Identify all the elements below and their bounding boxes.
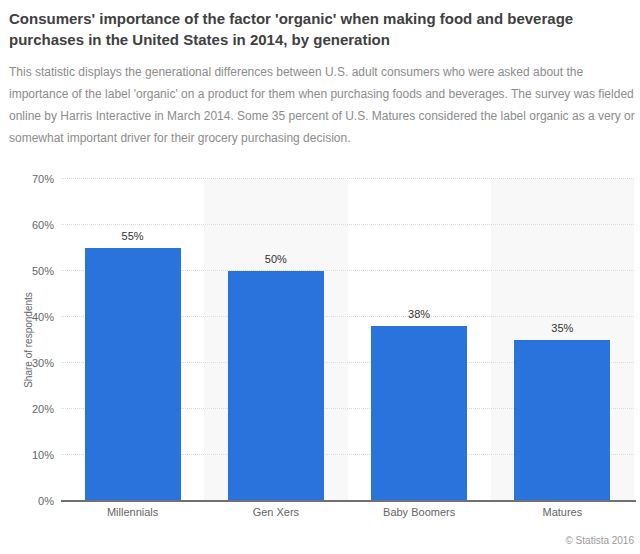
y-axis-tick-label: 0%	[38, 495, 54, 507]
y-axis-labels: 0%10%20%30%40%50%60%70%	[0, 179, 54, 501]
bar-millennials[interactable]	[85, 248, 181, 501]
y-axis-tick-label: 40%	[32, 311, 54, 323]
bar-value-label: 55%	[122, 230, 144, 242]
bar-matures[interactable]	[514, 340, 610, 501]
plot-area: 55% 50% 38% 35%	[61, 179, 634, 501]
page-title: Consumers' importance of the factor 'org…	[9, 8, 601, 50]
bar-value-label: 38%	[408, 308, 430, 320]
bar-gen-xers[interactable]	[228, 271, 324, 501]
bar-chart: Share of respondents 0%10%20%30%40%50%60…	[0, 165, 640, 554]
gridline	[61, 178, 634, 179]
y-axis-tick-label: 70%	[32, 173, 54, 185]
x-axis-tick-label: Baby Boomers	[348, 506, 491, 518]
y-axis-tick-label: 20%	[32, 403, 54, 415]
chart-description: This statistic displays the generational…	[9, 61, 637, 149]
y-axis-tick-label: 60%	[32, 219, 54, 231]
x-axis-line	[61, 500, 636, 502]
gridline	[61, 224, 634, 225]
x-axis-tick-label: Gen Xers	[204, 506, 347, 518]
bar-value-label: 35%	[551, 322, 573, 334]
x-axis-labels: MillennialsGen XersBaby BoomersMatures	[61, 506, 634, 522]
y-axis-tick-label: 10%	[32, 449, 54, 461]
statista-chart-page: Consumers' importance of the factor 'org…	[0, 0, 640, 554]
y-axis-tick-label: 30%	[32, 357, 54, 369]
x-axis-tick-label: Millennials	[61, 506, 204, 518]
bar-value-label: 50%	[265, 253, 287, 265]
y-axis-tick-label: 50%	[32, 265, 54, 277]
bar-baby-boomers[interactable]	[371, 326, 467, 501]
x-axis-tick-label: Matures	[491, 506, 634, 518]
statista-copyright: © Statista 2016	[565, 535, 634, 546]
